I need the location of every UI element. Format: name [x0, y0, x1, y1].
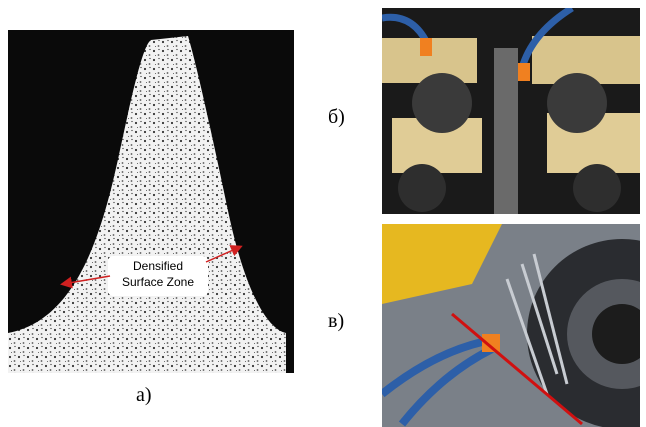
panel-label: а): [136, 384, 152, 407]
photo-gear-tooth: Densified Surface Zone: [8, 30, 294, 373]
annotation-line: Densified: [133, 259, 183, 273]
panel-label: б): [328, 106, 345, 129]
figure: Densified Surface Zone а) б): [0, 0, 646, 427]
annotation-line: Surface Zone: [122, 275, 194, 289]
photo-machine: [382, 8, 640, 214]
panel-label: в): [328, 310, 344, 333]
photo-turbine: [382, 224, 640, 427]
